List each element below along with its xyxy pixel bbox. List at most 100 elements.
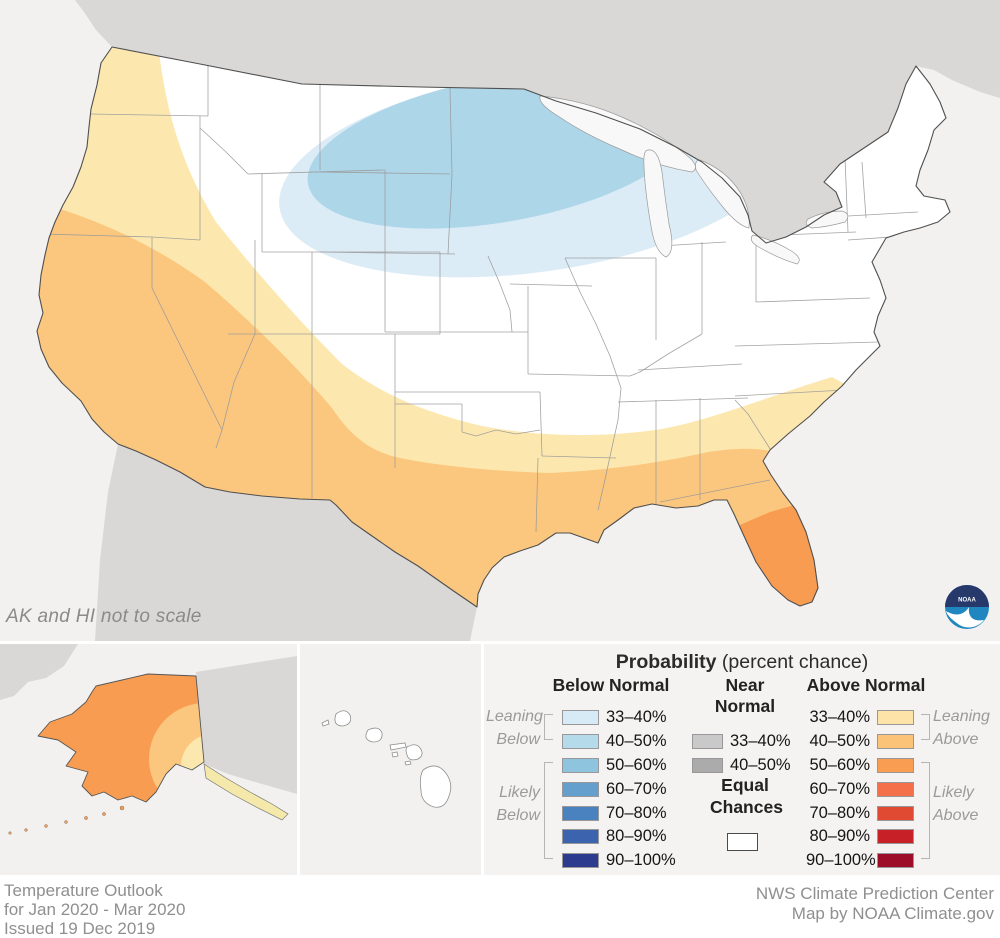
legend-swatch bbox=[692, 758, 723, 774]
hawaiian-islands bbox=[321, 710, 452, 808]
legend-row: 33–40% bbox=[806, 706, 914, 730]
legend-swatch bbox=[877, 757, 914, 773]
footer-source: NWS Climate Prediction Center bbox=[755, 884, 994, 903]
legend-swatch bbox=[562, 734, 599, 750]
likely-below-label: Likely Below bbox=[496, 784, 540, 824]
noaa-logo-text: NOAA bbox=[958, 598, 976, 604]
footer: Temperature Outlook for Jan 2020 - Mar 2… bbox=[0, 878, 1000, 938]
legend-range-label: 50–60% bbox=[606, 755, 667, 774]
lake-superior bbox=[539, 95, 696, 173]
island-kahoolawe bbox=[404, 760, 412, 766]
footer-issued: Issued 19 Dec 2019 bbox=[4, 919, 156, 938]
legend-row: 90–100% bbox=[562, 849, 676, 873]
legend-row: 40–50% bbox=[692, 754, 791, 778]
canada-landmass bbox=[75, 0, 1000, 243]
legend-row: 70–80% bbox=[806, 801, 914, 825]
legend-swatch bbox=[562, 805, 599, 821]
island-niihau bbox=[321, 719, 330, 727]
legend-row: 50–60% bbox=[562, 754, 676, 778]
legend-row: 70–80% bbox=[562, 801, 676, 825]
legend-row: 60–70% bbox=[562, 777, 676, 801]
lake-huron bbox=[695, 159, 750, 229]
island-molokai bbox=[389, 742, 407, 751]
footer-title: Temperature Outlook bbox=[4, 881, 163, 900]
legend-range-label: 33–40% bbox=[809, 708, 870, 727]
legend-range-label: 60–70% bbox=[606, 779, 667, 798]
legend-range-label: 33–40% bbox=[730, 732, 791, 751]
likely-below-bracket bbox=[544, 762, 553, 859]
legend-range-label: 80–90% bbox=[606, 827, 667, 846]
legend-range-label: 33–40% bbox=[606, 708, 667, 727]
legend-range-label: 40–50% bbox=[606, 732, 667, 751]
legend-row: 33–40% bbox=[562, 706, 676, 730]
island-kauai bbox=[334, 710, 352, 727]
leaning-below-label: Leaning Below bbox=[486, 708, 543, 748]
legend-swatch bbox=[877, 734, 914, 750]
legend-title-rest: (percent chance) bbox=[716, 651, 869, 673]
alaska-inset-svg bbox=[0, 644, 297, 875]
footer-right: NWS Climate Prediction Center Map by NOA… bbox=[756, 884, 994, 924]
likely-above-label: Likely Above bbox=[933, 784, 979, 824]
legend-range-label: 70–80% bbox=[606, 803, 667, 822]
legend-swatch bbox=[877, 829, 914, 845]
us-outline bbox=[36, 46, 951, 608]
legend-row: 90–100% bbox=[806, 849, 914, 873]
legend-swatch bbox=[877, 781, 914, 797]
equal-chances-swatch bbox=[727, 833, 758, 851]
legend-range-label: 80–90% bbox=[809, 827, 870, 846]
legend-swatch bbox=[562, 829, 599, 845]
lake-michigan bbox=[643, 149, 673, 258]
leaning-above-bracket bbox=[921, 714, 930, 740]
legend-range-label: 60–70% bbox=[809, 779, 870, 798]
legend-row: 50–60% bbox=[806, 754, 914, 778]
conus-map-svg bbox=[0, 0, 1000, 641]
leaning-below-bracket bbox=[544, 714, 553, 740]
near-normal-rows: 33–40% 40–50% bbox=[692, 730, 791, 778]
legend: Probability (percent chance) Below Norma… bbox=[484, 644, 1000, 875]
legend-row: 40–50% bbox=[806, 730, 914, 754]
legend-swatch bbox=[877, 853, 914, 869]
island-maui bbox=[405, 744, 423, 761]
island-oahu bbox=[365, 727, 383, 743]
legend-title-bold: Probability bbox=[615, 651, 717, 673]
above-normal-header: Above Normal bbox=[806, 675, 926, 695]
footer-period: for Jan 2020 - Mar 2020 bbox=[4, 900, 186, 919]
alaska-panhandle bbox=[203, 763, 289, 821]
island-hawaii bbox=[419, 765, 452, 808]
conus-outlook-map: AK and HI not to scale NOAA bbox=[0, 0, 1000, 641]
great-lakes bbox=[539, 95, 849, 265]
legend-swatch bbox=[562, 757, 599, 773]
alaska-outline bbox=[37, 673, 205, 803]
hawaii-inset bbox=[300, 644, 481, 875]
footer-credit: Map by NOAA Climate.gov bbox=[791, 904, 994, 923]
legend-range-label: 40–50% bbox=[809, 732, 870, 751]
footer-left: Temperature Outlook for Jan 2020 - Mar 2… bbox=[4, 881, 185, 938]
noaa-logo-svg: NOAA bbox=[945, 585, 989, 629]
noaa-logo-seagull bbox=[946, 607, 984, 628]
legend-range-label: 90–100% bbox=[606, 851, 676, 870]
alaska-inset bbox=[0, 644, 297, 875]
legend-range-label: 70–80% bbox=[809, 803, 870, 822]
legend-row: 33–40% bbox=[692, 730, 791, 754]
legend-swatch bbox=[692, 734, 723, 750]
likely-above-bracket bbox=[921, 762, 930, 859]
leaning-above-label: Leaning Above bbox=[933, 708, 990, 748]
lake-erie bbox=[750, 234, 800, 265]
legend-range-label: 90–100% bbox=[806, 851, 876, 870]
legend-row: 40–50% bbox=[562, 730, 676, 754]
legend-row: 80–90% bbox=[806, 825, 914, 849]
russia-landmass bbox=[0, 644, 78, 700]
below-normal-rows: 33–40% 40–50% 50–60% 60–70% 70–80% 80–90% 90–1… bbox=[562, 706, 676, 873]
mexico-landmass bbox=[95, 444, 477, 641]
aleutian-islands bbox=[8, 805, 125, 835]
legend-title: Probability (percent chance) bbox=[484, 651, 1000, 674]
scale-note: AK and HI not to scale bbox=[6, 606, 202, 627]
legend-range-label: 40–50% bbox=[730, 756, 791, 775]
hawaii-ocean bbox=[300, 644, 481, 875]
near-normal-header: Near Normal bbox=[714, 675, 776, 716]
canada-landmass-ak bbox=[196, 656, 297, 794]
legend-swatch bbox=[562, 781, 599, 797]
legend-row: 80–90% bbox=[562, 825, 676, 849]
island-lanai bbox=[391, 751, 399, 758]
legend-swatch bbox=[562, 710, 599, 726]
